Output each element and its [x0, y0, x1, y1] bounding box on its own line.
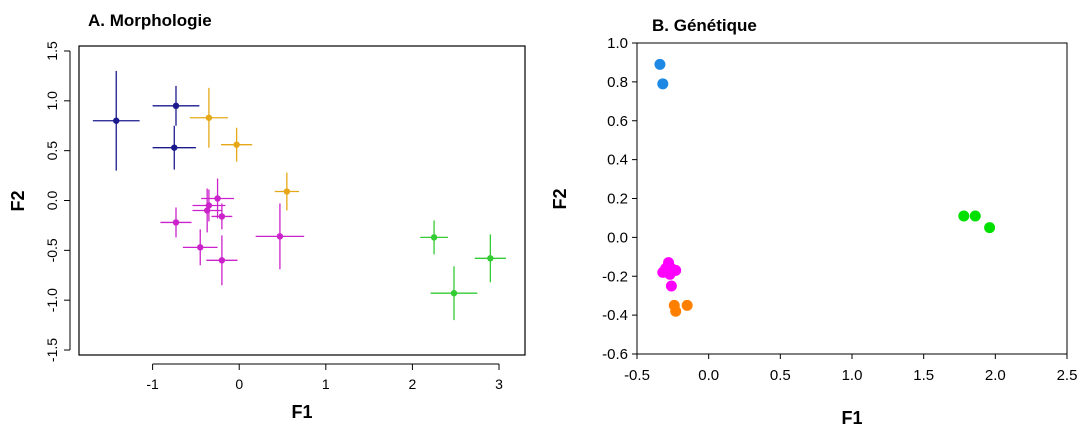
- chart-a-data-point: [221, 127, 253, 162]
- chart-a-marker: [233, 141, 240, 148]
- chart-b-marker: [969, 210, 981, 222]
- chart-a-marker: [197, 244, 204, 251]
- panel-morphologie: A. Morphologie -1 0 1 2 3 -1.5 -1.0 -0.5 0.0 0.5 1…: [8, 11, 526, 422]
- chart-b-y-tick-label: -0.6: [602, 346, 628, 363]
- chart-b-x-tick-label: 0.5: [770, 367, 791, 384]
- chart-b-marker: [654, 58, 666, 70]
- chart-a-marker: [214, 195, 221, 202]
- chart-a-title: A. Morphologie: [88, 11, 212, 30]
- chart-a-y-tick-label: 1.0: [44, 91, 60, 111]
- chart-a-marker: [113, 117, 120, 124]
- chart-b-title: B. Génétique: [652, 16, 757, 35]
- chart-b-y-axis-title: F2: [550, 188, 570, 209]
- chart-b-marker: [670, 305, 682, 317]
- chart-a-marker: [205, 114, 213, 121]
- chart-a-marker: [283, 188, 291, 195]
- chart-a-data-point: [152, 85, 200, 126]
- chart-b-x-tick-label: 0.0: [698, 367, 719, 384]
- chart-a-x-tick-label: 0: [235, 376, 243, 392]
- chart-a-y-tick-label: -0.5: [44, 238, 60, 262]
- chart-a-data-point: [211, 203, 233, 230]
- chart-a-x-tick-label: 3: [495, 376, 503, 392]
- chart-a-data-point: [182, 229, 218, 266]
- chart-b-marker: [984, 222, 996, 234]
- chart-b-plot-frame: [636, 42, 1068, 355]
- chart-a-y-axis-title: F2: [8, 190, 28, 211]
- chart-b-x-tick-label: 1.0: [842, 367, 863, 384]
- chart-b-x-tick-label: 2.5: [1057, 367, 1078, 384]
- chart-a-data-point: [152, 125, 196, 170]
- chart-a-marker: [172, 102, 180, 110]
- chart-b-marker: [657, 78, 669, 90]
- chart-a-y-tick-label: 1.5: [44, 41, 60, 61]
- chart-b-marker: [681, 299, 693, 311]
- chart-a-data-point: [474, 234, 506, 283]
- chart-b-y-tick-label: -0.4: [602, 307, 628, 324]
- chart-a-plot-frame: [78, 45, 526, 356]
- chart-a-data-point: [206, 235, 238, 286]
- chart-b-marker: [665, 280, 677, 292]
- chart-a-data-point: [430, 266, 478, 321]
- chart-b-axes: -0.5 0.0 0.5 1.0 1.5 2.0 2.5 -0.6 -0.4 -0.2 0.0 0.2…: [602, 35, 1077, 384]
- chart-a-data: [92, 70, 506, 321]
- chart-a-marker: [218, 257, 226, 264]
- chart-b-y-tick-label: 0.2: [607, 191, 628, 208]
- chart-a-x-tick-label: 1: [322, 376, 330, 392]
- chart-a-marker: [172, 219, 180, 226]
- chart-a-x-tick-label: 2: [409, 376, 417, 392]
- chart-a-data-point: [92, 70, 140, 171]
- chart-a-x-axis-title: F1: [291, 402, 312, 422]
- chart-b-y-tick-label: 0.4: [607, 152, 628, 169]
- chart-a-y-tick-label: 0.0: [44, 191, 60, 211]
- chart-b-y-tick-label: 1.0: [607, 35, 628, 52]
- chart-a-marker: [205, 202, 213, 209]
- chart-b-x-axis-title: F1: [841, 408, 862, 428]
- chart-a-data-point: [189, 87, 228, 148]
- chart-a-marker: [218, 213, 226, 220]
- panel-genetique: B. Génétique -0.5 0.0 0.5 1.0 1.5 2.0 2.5-0.6-…: [550, 16, 1077, 428]
- chart-a-y-tick-label: -1.5: [44, 338, 60, 362]
- chart-b-y-tick-label: 0.0: [607, 229, 628, 246]
- chart-a-x-tick-label: -1: [146, 376, 159, 392]
- chart-a-data-point: [255, 203, 305, 270]
- chart-b-data: [654, 58, 996, 317]
- chart-a-y-tick-label: -1.0: [44, 288, 60, 312]
- chart-a-data-point: [192, 189, 226, 222]
- chart-a-marker: [276, 233, 284, 240]
- chart-b-x-tick-label: -0.5: [624, 367, 650, 384]
- chart-a-marker: [171, 144, 178, 151]
- chart-a-data-point: [274, 172, 299, 211]
- chart-b-y-tick-label: 0.8: [607, 74, 628, 91]
- chart-b-y-tick-label: 0.6: [607, 113, 628, 130]
- chart-a-marker: [450, 290, 458, 297]
- chart-a-data-point: [420, 220, 448, 255]
- chart-b-x-tick-label: 2.0: [985, 367, 1006, 384]
- chart-b-x-tick-label: 1.5: [913, 367, 934, 384]
- chart-b-marker: [670, 264, 682, 276]
- chart-a-marker: [487, 255, 494, 262]
- chart-b-y-tick-label: -0.2: [602, 268, 628, 285]
- chart-b-marker: [958, 210, 970, 222]
- chart-a-marker: [430, 234, 438, 241]
- chart-a-y-tick-label: 0.5: [44, 141, 60, 161]
- chart-a-axes: -1 0 1 2 3 -1.5 -1.0 -0.5 0.0 0.5 1.0 1.5: [44, 41, 503, 392]
- chart-a-data-point: [160, 207, 192, 238]
